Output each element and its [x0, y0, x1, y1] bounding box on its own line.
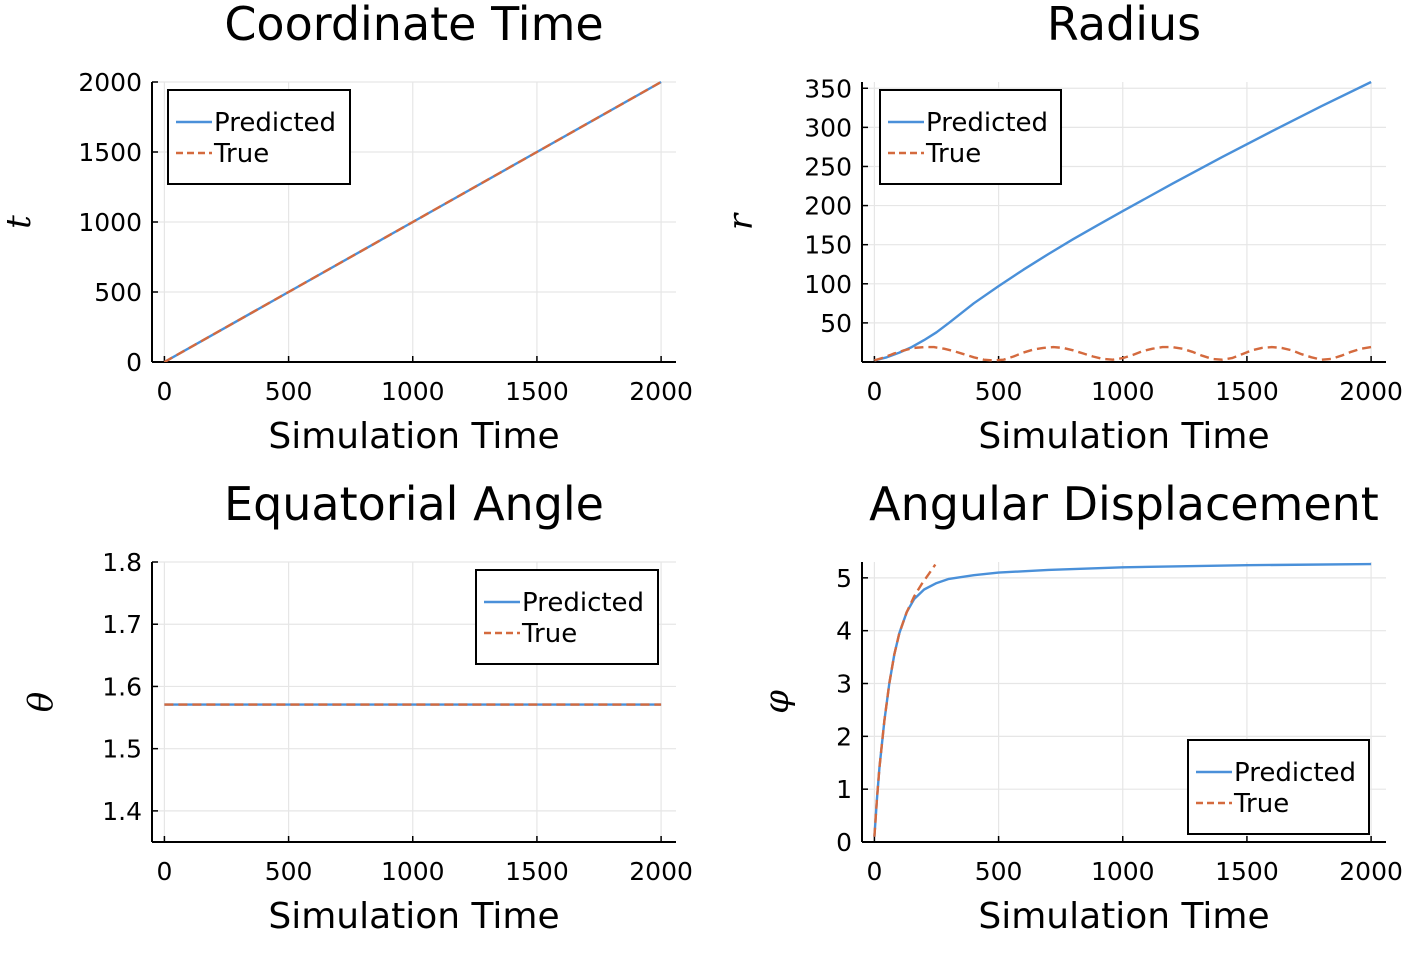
- y-tick-label: 0: [126, 348, 142, 377]
- y-tick-label: 1000: [78, 208, 142, 237]
- chart-panel-2: 0 500 1000 1500 2000 50 100 150 200 250 300 350 Radi…: [721, 0, 1403, 457]
- y-axis-label: t: [0, 215, 39, 229]
- x-axis-label: Simulation Time: [268, 896, 559, 937]
- y-tick-label: 2000: [78, 68, 142, 97]
- y-axis-label: φ: [757, 690, 797, 714]
- x-axis-label: Simulation Time: [978, 416, 1269, 457]
- x-tick-label: 500: [265, 377, 313, 406]
- chart-title: Equatorial Angle: [224, 477, 604, 531]
- y-tick-label: 0: [836, 828, 852, 857]
- x-axis-label: Simulation Time: [268, 416, 559, 457]
- x-tick-label: 2000: [1339, 377, 1403, 406]
- legend-label-predicted: Predicted: [1234, 758, 1356, 788]
- y-tick-label: 3: [836, 670, 852, 699]
- legend-box: [879, 89, 1062, 185]
- y-tick-label: 250: [804, 152, 852, 181]
- y-tick-label: 150: [804, 231, 852, 260]
- y-tick-label: 1.7: [102, 610, 142, 639]
- y-axis-label: θ: [21, 692, 61, 712]
- chart-title: Angular Displacement: [869, 477, 1379, 531]
- x-tick-label: 1500: [505, 857, 569, 886]
- x-tick-label: 2000: [1339, 857, 1403, 886]
- legend-label-predicted: Predicted: [522, 588, 644, 618]
- chart-panel-1: 0 500 1000 1500 2000 0 500 1000 1500 2000 Coordina…: [0, 0, 693, 457]
- chart-title: Radius: [1047, 0, 1201, 51]
- legend-label-true: True: [925, 139, 981, 169]
- x-tick-label: 500: [975, 377, 1023, 406]
- x-axis-label: Simulation Time: [978, 896, 1269, 937]
- x-tick-label: 500: [265, 857, 313, 886]
- legend-box: [1187, 739, 1370, 835]
- y-tick-label: 500: [94, 278, 142, 307]
- y-tick-label: 50: [820, 309, 852, 338]
- legend-label-predicted: Predicted: [926, 108, 1048, 138]
- y-tick-label: 1.8: [102, 548, 142, 577]
- series-line-true: [873, 563, 937, 837]
- x-tick-label: 2000: [629, 377, 693, 406]
- y-tick-label: 5: [836, 564, 852, 593]
- x-tick-label: 1000: [381, 857, 445, 886]
- y-tick-label: 2: [836, 722, 852, 751]
- legend-label-true: True: [521, 619, 577, 649]
- x-tick-label: 1500: [1215, 857, 1279, 886]
- legend-box: [475, 569, 659, 665]
- series-line-true: [163, 80, 662, 362]
- legend-label-true: True: [213, 139, 269, 169]
- legend-box: [167, 89, 351, 185]
- y-axis-label: r: [721, 212, 761, 230]
- y-tick-label: 300: [804, 113, 852, 142]
- x-tick-label: 1000: [1091, 857, 1155, 886]
- y-tick-label: 350: [804, 74, 852, 103]
- series-line-true: [874, 345, 1372, 362]
- y-tick-label: 1.4: [102, 797, 142, 826]
- chart-title: Coordinate Time: [224, 0, 603, 51]
- y-tick-label: 4: [836, 617, 852, 646]
- chart-panel-4: 0 500 1000 1500 2000 0 1 2 3 4 5 Angular Displaceme…: [757, 477, 1403, 937]
- x-tick-label: 0: [866, 377, 882, 406]
- y-tick-label: 1.6: [102, 672, 142, 701]
- x-tick-label: 1500: [1215, 377, 1279, 406]
- x-tick-label: 1500: [505, 377, 569, 406]
- legend-label-predicted: Predicted: [214, 108, 336, 138]
- y-tick-label: 100: [804, 270, 852, 299]
- x-tick-label: 0: [866, 857, 882, 886]
- x-tick-label: 1000: [381, 377, 445, 406]
- y-tick-label: 1500: [78, 138, 142, 167]
- series-line-predicted: [874, 80, 1372, 362]
- x-tick-label: 2000: [629, 857, 693, 886]
- x-tick-label: 1000: [1091, 377, 1155, 406]
- x-tick-label: 0: [156, 377, 172, 406]
- legend-label-true: True: [1233, 789, 1289, 819]
- y-tick-label: 1: [836, 775, 852, 804]
- x-tick-label: 500: [975, 857, 1023, 886]
- x-tick-label: 0: [156, 857, 172, 886]
- series-line-predicted: [873, 562, 1372, 837]
- y-tick-label: 1.5: [102, 735, 142, 764]
- y-tick-label: 200: [804, 192, 852, 221]
- chart-panel-3: 0 500 1000 1500 2000 1.4 1.5 1.6 1.7 1.8 Equatoria…: [21, 477, 693, 937]
